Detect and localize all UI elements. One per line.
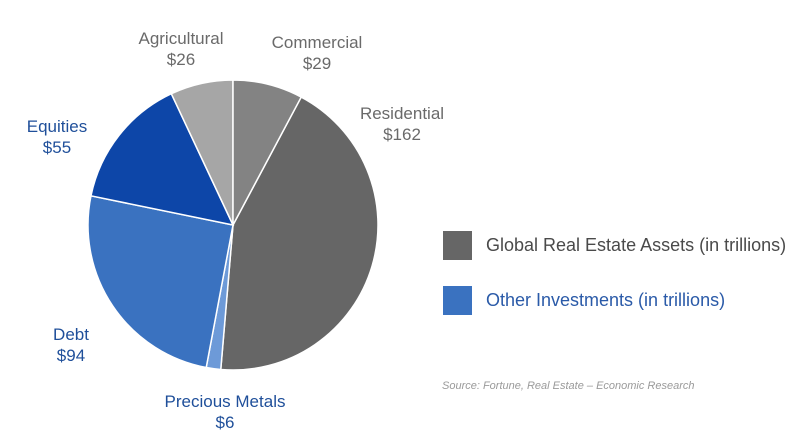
pie-slice-commercial <box>232 79 303 226</box>
label-debt-name: Debt <box>53 325 89 344</box>
label-precious-metals-value: $6 <box>215 413 235 432</box>
pie-slice-debt <box>87 194 234 369</box>
label-residential: Residential $162 <box>360 103 444 145</box>
legend-item-real-estate: Global Real Estate Assets (in trillions) <box>443 229 786 261</box>
label-agricultural-name: Agricultural <box>138 29 224 48</box>
label-agricultural: Agricultural $26 <box>138 28 223 70</box>
label-commercial-value: $29 <box>302 54 332 73</box>
label-debt-value: $94 <box>56 346 86 365</box>
label-residential-value: $162 <box>383 125 421 144</box>
legend-label-other-investments: Other Investments (in trillions) <box>486 289 726 310</box>
legend: Global Real Estate Assets (in trillions)… <box>443 229 786 339</box>
label-debt: Debt $94 <box>53 324 89 366</box>
label-precious-metals-name: Precious Metals <box>164 392 286 411</box>
legend-item-other-investments: Other Investments (in trillions) <box>443 284 786 316</box>
label-precious-metals: Precious Metals $6 <box>165 391 286 433</box>
source-note: Source: Fortune, Real Estate – Economic … <box>442 380 695 392</box>
label-equities-value: $55 <box>42 138 72 157</box>
label-commercial: Commercial $29 <box>272 32 363 74</box>
legend-swatch-real-estate <box>443 230 472 260</box>
pie-slice-equities <box>90 92 235 227</box>
label-residential-name: Residential <box>359 104 445 123</box>
legend-label-real-estate: Global Real Estate Assets (in trillions) <box>486 234 787 255</box>
label-equities: Equities $55 <box>27 116 87 158</box>
label-agricultural-value: $26 <box>166 50 196 69</box>
pie-slice-residential <box>219 96 379 371</box>
label-commercial-name: Commercial <box>271 33 363 52</box>
legend-swatch-other-investments <box>443 285 472 315</box>
label-equities-name: Equities <box>26 117 88 136</box>
